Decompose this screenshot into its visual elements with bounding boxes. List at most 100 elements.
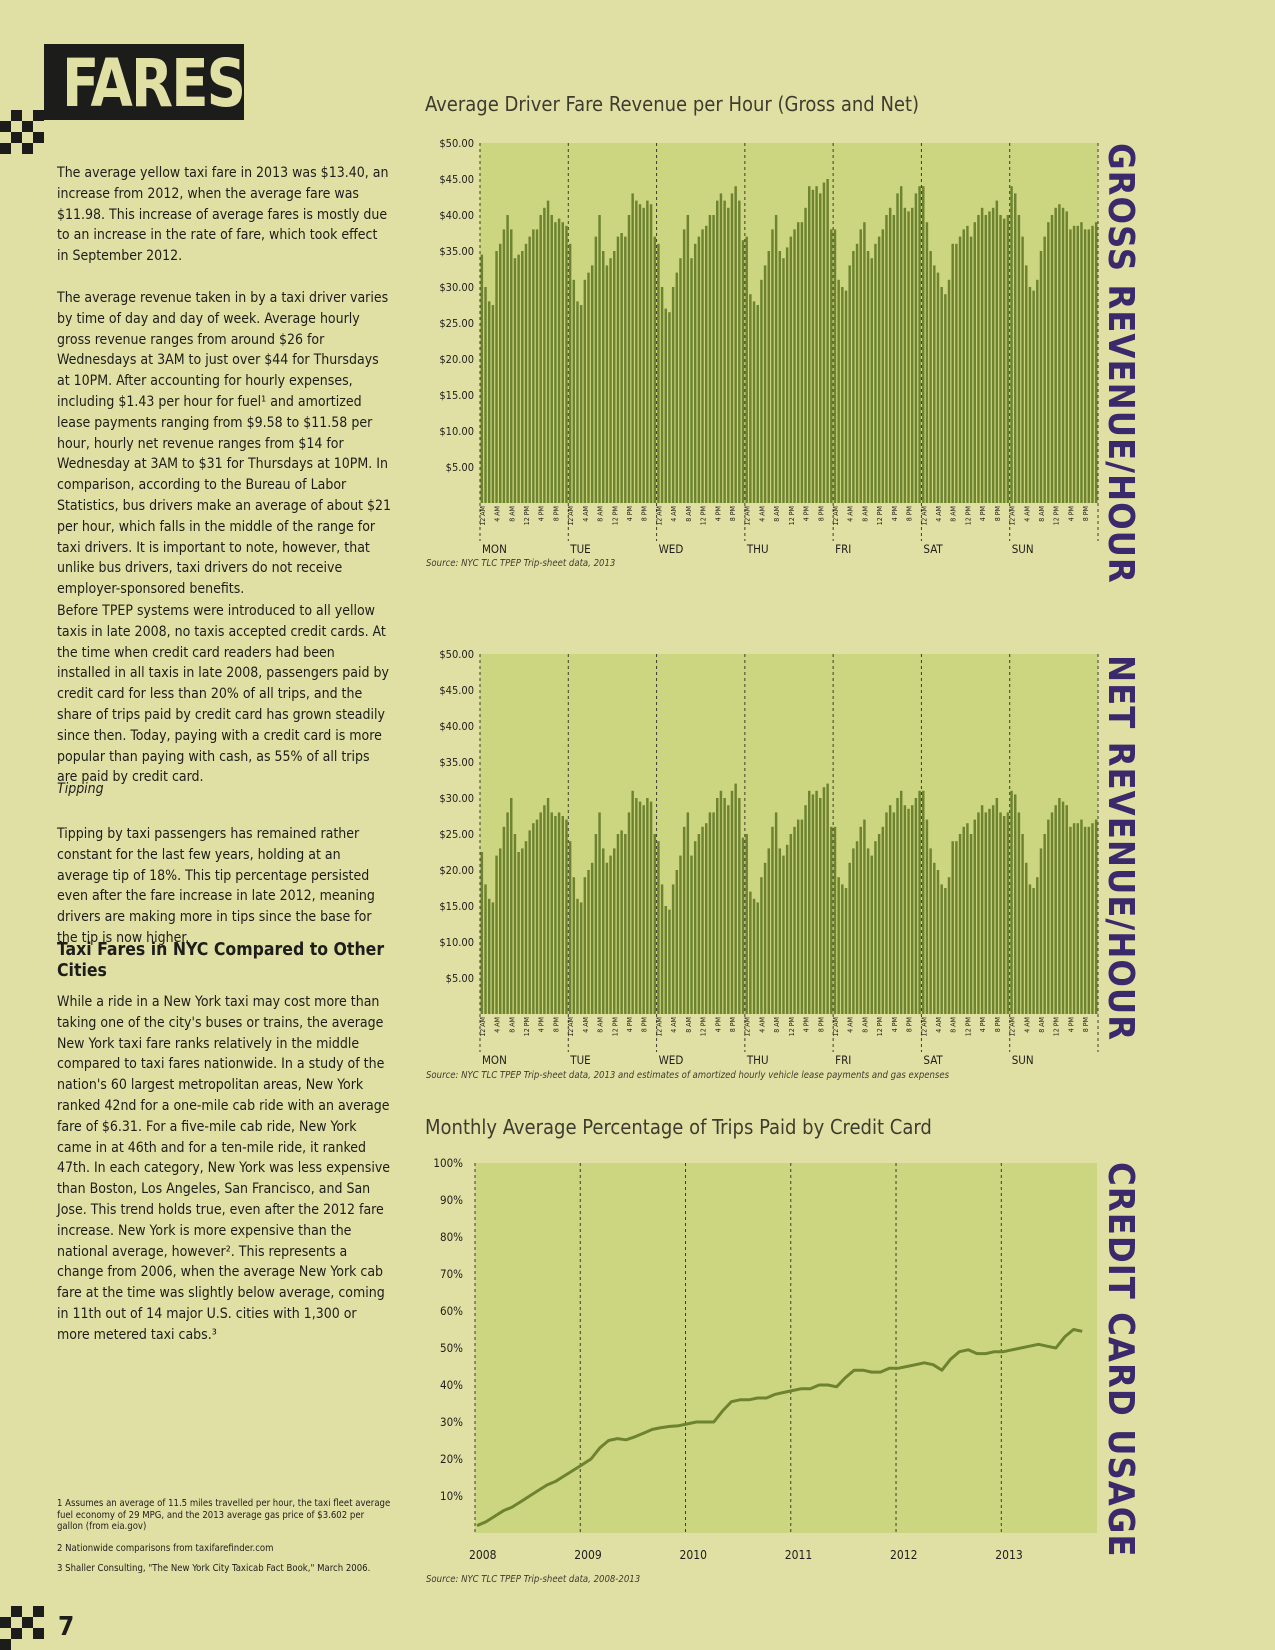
net-bar — [727, 805, 730, 1014]
gross-bar — [767, 251, 771, 503]
gross-bar — [1072, 225, 1076, 504]
net-bar — [1091, 823, 1094, 1014]
gross-hour-tick-label: 8 AM — [597, 506, 605, 522]
net-bar — [914, 798, 918, 1014]
gross-bar — [484, 287, 487, 503]
net-bar — [929, 848, 932, 1014]
credit-x-tick-label: 2009 — [574, 1548, 602, 1562]
footnote-1: 1 Assumes an average of 11.5 miles trave… — [57, 1498, 391, 1532]
net-bar — [550, 812, 553, 1014]
gross-bar — [914, 193, 918, 503]
net-bar — [682, 826, 686, 1014]
gross-bar — [826, 179, 829, 503]
gross-bar — [1021, 236, 1024, 503]
net-bar — [782, 855, 785, 1014]
gross-bar — [837, 279, 840, 503]
credit-y-tick-label: 90% — [440, 1193, 463, 1207]
net-bar — [896, 798, 899, 1014]
gross-bar — [616, 236, 620, 503]
gross-day-label: SAT — [923, 542, 943, 555]
gross-bar — [760, 279, 763, 503]
net-bar — [1065, 805, 1068, 1014]
gross-bar — [480, 254, 484, 503]
gross-hour-tick-label: 4 PM — [1067, 506, 1075, 521]
gross-bar — [804, 207, 807, 504]
gross-bar — [778, 251, 782, 503]
gross-hour-tick-label: 8 AM — [1038, 506, 1046, 522]
net-y-tick-label: $40.00 — [439, 720, 474, 733]
gross-bar — [988, 211, 991, 503]
net-bar — [1017, 812, 1021, 1014]
gross-hour-tick-label: 4 PM — [803, 506, 811, 521]
net-bar — [495, 855, 498, 1014]
net-bar — [565, 819, 568, 1014]
intro-paragraph-1: The average yellow taxi fare in 2013 was… — [57, 165, 389, 265]
gross-bar — [969, 236, 973, 503]
net-bar — [491, 902, 495, 1014]
net-bar — [819, 798, 822, 1014]
net-bar — [646, 798, 649, 1014]
net-hour-tick-label: 12 PM — [523, 1017, 531, 1036]
gross-hour-tick-label: 4 AM — [670, 506, 678, 522]
net-hour-tick-label: 8 PM — [641, 1017, 649, 1032]
net-chart-source: Source: NYC TLC TPEP Trip-sheet data, 20… — [426, 1070, 950, 1081]
gross-bar — [535, 229, 539, 503]
net-bar — [734, 783, 737, 1014]
net-bar — [627, 812, 631, 1014]
gross-bar — [601, 251, 605, 503]
gross-bar — [1065, 211, 1068, 503]
net-bar — [653, 834, 656, 1014]
net-bar — [999, 812, 1002, 1014]
gross-hour-tick-label: 4 AM — [582, 506, 590, 522]
gross-hour-tick-label: 12 PM — [964, 506, 972, 525]
net-bar — [693, 841, 697, 1014]
net-bar — [760, 877, 763, 1014]
credit-x-tick-label: 2008 — [469, 1548, 497, 1562]
net-bar — [1083, 826, 1087, 1014]
gross-bar — [874, 243, 877, 504]
gross-hour-tick-label: 12 AM — [920, 506, 928, 526]
net-bar — [870, 855, 874, 1014]
net-hour-tick-label: 4 AM — [494, 1017, 502, 1033]
gross-bar — [1047, 222, 1050, 503]
gross-bar — [774, 215, 778, 503]
net-hour-tick-label: 4 AM — [670, 1017, 678, 1033]
gross-hour-tick-label: 12 AM — [567, 506, 575, 526]
gross-hour-tick-label: 8 PM — [729, 506, 737, 521]
net-bar — [524, 841, 528, 1014]
gross-bar — [649, 204, 653, 503]
net-bar — [1058, 798, 1061, 1014]
gross-bar — [980, 207, 984, 504]
gross-bar — [863, 222, 866, 503]
net-bar — [723, 798, 726, 1014]
gross-bar — [866, 251, 870, 503]
gross-bar — [1006, 215, 1010, 503]
gross-bar — [583, 279, 587, 503]
gross-bar — [510, 229, 513, 503]
net-hour-tick-label: 4 AM — [935, 1017, 943, 1033]
net-bar — [642, 805, 645, 1014]
net-bar — [741, 837, 745, 1014]
gross-day-label: TUE — [569, 542, 590, 555]
gross-bar — [561, 222, 565, 503]
net-bar — [576, 898, 579, 1014]
net-day-label: THU — [746, 1053, 769, 1066]
net-hour-tick-label: 8 AM — [1038, 1017, 1046, 1033]
gross-y-tick-label: $50.00 — [439, 137, 474, 150]
net-bar — [671, 884, 675, 1014]
net-bar — [521, 848, 524, 1014]
net-bar — [774, 812, 778, 1014]
gross-bar — [708, 215, 712, 503]
gross-bar — [546, 200, 550, 503]
net-y-tick-label: $25.00 — [439, 828, 474, 841]
net-revenue-chart: $50.00 $45.00 $40.00 $35.00 $30.00 $25.00 $20.… — [439, 648, 1099, 1066]
net-bar — [601, 848, 605, 1014]
net-bar — [605, 862, 609, 1014]
net-bar — [704, 823, 708, 1014]
gross-bar — [918, 186, 921, 503]
net-bar — [679, 855, 682, 1014]
net-bar — [587, 870, 590, 1014]
footnote-3: 3 Shaller Consulting, "The New York City… — [57, 1563, 371, 1574]
net-hour-tick-label: 4 PM — [714, 1017, 722, 1032]
gross-bar — [903, 207, 907, 504]
